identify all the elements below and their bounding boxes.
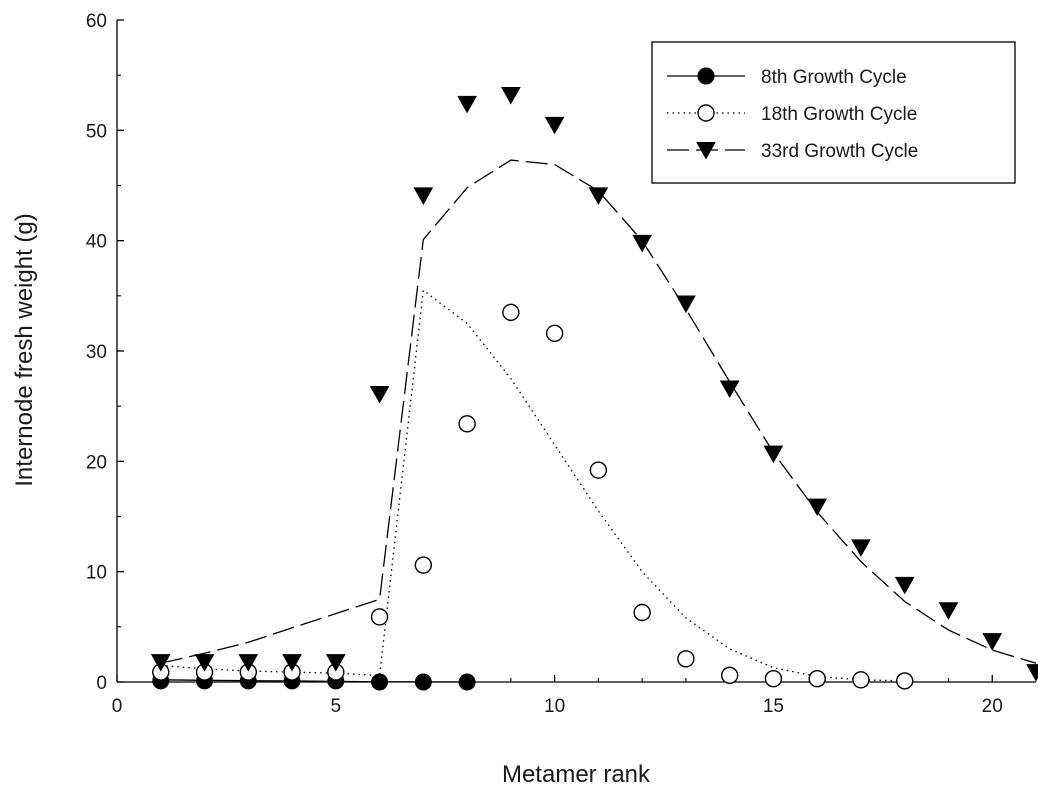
data-point-series-3: [719, 380, 740, 399]
data-point-series-2: [764, 669, 783, 688]
data-point-series-3: [501, 87, 521, 105]
data-point-series-3: [588, 187, 609, 205]
data-points: [150, 87, 1038, 691]
axes: 0 10 20 30 40 50 60 0 5 10 15 20: [86, 11, 1036, 717]
data-point-series-3: [982, 633, 1003, 651]
legend-marker-series-1: [697, 67, 715, 85]
y-tick-label: 20: [86, 452, 107, 473]
data-point-series-3: [413, 187, 434, 205]
data-point-series-2: [458, 415, 476, 433]
data-point-series-3: [851, 539, 871, 557]
data-point-series-1: [414, 673, 432, 691]
data-point-series-3: [676, 295, 696, 314]
y-tick-label: 60: [86, 11, 107, 32]
fit-line-series-3: [160, 159, 1036, 664]
x-tick-label: 15: [763, 696, 784, 717]
data-point-series-3: [194, 654, 215, 672]
legend-marker-series-2: [697, 104, 715, 122]
x-axis-title: Metamer rank: [502, 761, 651, 788]
data-point-series-3: [894, 576, 915, 595]
x-tick-label: 10: [544, 696, 565, 717]
y-tick-label: 40: [86, 232, 107, 253]
data-point-series-3: [807, 498, 828, 517]
y-tick-label: 0: [96, 673, 107, 694]
data-point-series-3: [325, 654, 346, 672]
data-point-series-2: [502, 303, 520, 322]
legend-label-series-1: 8th Growth Cycle: [761, 67, 907, 88]
data-point-series-3: [369, 386, 390, 404]
data-point-series-2: [852, 671, 870, 689]
y-axis-title: Internode fresh weight (g): [11, 213, 38, 486]
y-tick-label: 50: [86, 121, 107, 142]
data-point-series-1: [371, 673, 389, 691]
data-point-series-2: [370, 608, 389, 626]
data-point-series-3: [282, 654, 302, 672]
data-point-series-2: [414, 556, 433, 574]
data-point-series-3: [544, 116, 565, 135]
x-tick-label: 5: [331, 696, 342, 717]
legend-marker-series-3: [696, 142, 716, 160]
data-point-series-3: [150, 654, 171, 672]
legend-label-series-3: 33rd Growth Cycle: [761, 141, 918, 162]
data-point-series-3: [238, 654, 259, 672]
data-point-series-3: [457, 95, 477, 114]
y-tick-label: 30: [86, 342, 107, 363]
data-point-series-3: [763, 445, 784, 464]
data-point-series-3: [938, 602, 959, 620]
legend: 8th Growth Cycle 18th Growth Cycle 33rd Gr…: [651, 41, 1016, 184]
data-point-series-2: [545, 324, 564, 343]
data-point-series-2: [633, 603, 651, 622]
data-point-series-2: [808, 669, 826, 688]
data-point-series-1: [458, 673, 476, 691]
fit-curves: [160, 159, 1036, 683]
data-point-series-2: [720, 666, 739, 685]
y-tick-label: 10: [86, 563, 107, 584]
data-point-series-2: [896, 672, 914, 690]
data-point-series-3: [1026, 664, 1038, 682]
fit-line-series-2: [160, 289, 905, 682]
legend-label-series-2: 18th Growth Cycle: [761, 104, 917, 125]
data-point-series-3: [632, 234, 652, 253]
data-point-series-2: [677, 650, 695, 668]
x-tick-label: 20: [982, 696, 1003, 717]
x-tick-label: 0: [112, 696, 123, 717]
data-point-series-2: [589, 461, 608, 479]
